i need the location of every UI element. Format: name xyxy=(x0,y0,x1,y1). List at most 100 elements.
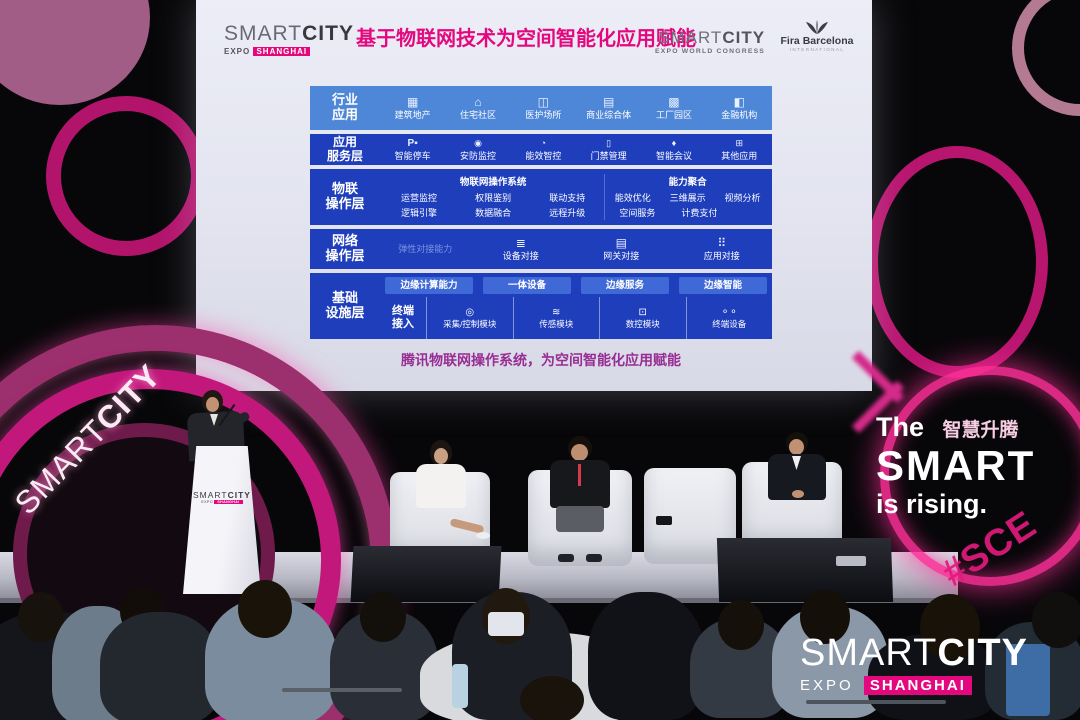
layer-iot-os: 物联 操作层 物联网操作系统 运营监控 权限鉴别 联动支持 逻辑引擎 数据融合 xyxy=(310,169,772,225)
item-label: 建筑地产 xyxy=(394,109,431,120)
footer-logo: SMARTCITY EXPO SHANGHAI xyxy=(800,634,1028,695)
layer-infrastructure: 基础 设施层 边缘计算能力 一体设备 边缘服务 边缘智能 终端 接入 xyxy=(310,273,772,339)
edge-button: 边缘计算能力 xyxy=(385,277,473,294)
group-item: 计费支付 xyxy=(681,208,718,218)
factory-icon: ▩ xyxy=(668,94,680,109)
audience-silhouette xyxy=(420,632,650,720)
banner-rising: is rising. xyxy=(876,489,988,520)
label-line: 操作层 xyxy=(325,248,365,263)
item-label: 网关对接 xyxy=(603,250,640,261)
footer-logo-smart: SMART xyxy=(800,632,938,674)
banner-text: The 智慧升腾 SMART is rising. xyxy=(876,412,1035,520)
item-label: 金融机构 xyxy=(721,109,758,120)
item-label: 门禁管理 xyxy=(590,151,627,161)
diagram-item: ♦ 智能会议 xyxy=(641,137,706,162)
stage-ring-arch: SMARTCITY xyxy=(0,325,397,720)
panelist-man-polo xyxy=(540,436,630,576)
logo-city: CITY xyxy=(302,22,354,45)
item-label: 安防监控 xyxy=(459,151,496,161)
speaker-shirt xyxy=(210,414,218,426)
diagram-item: ≣ 设备对接 xyxy=(470,235,571,262)
layer-app-service: 应用 服务层 P▪ 智能停车 ◉ 安防监控 ◔ 能效智控 ▯ 门禁管理 ♦ 智能会议 ⊞ 其… xyxy=(310,134,772,165)
logo-right-smart: SMART xyxy=(658,28,723,47)
gauge-icon: ◔ xyxy=(540,138,547,148)
diagram-item: ▤ 商业综合体 xyxy=(576,94,641,121)
edge-button: 边缘服务 xyxy=(581,277,669,294)
mall-icon: ▤ xyxy=(602,94,615,109)
diagram-item: ▤ 网关对接 xyxy=(571,236,672,262)
palm-icon xyxy=(779,20,855,35)
door-access-icon: ▯ xyxy=(606,138,612,148)
group-item: 逻辑引擎 xyxy=(401,208,438,218)
diagram-item: ▯ 门禁管理 xyxy=(576,137,641,162)
label-line: 应用 xyxy=(331,107,358,122)
slide-logo-right: SMARTCITY EXPO WORLD CONGRESS xyxy=(655,28,765,55)
edge-button: 边缘智能 xyxy=(679,277,767,294)
panelist-man-suit xyxy=(756,432,846,552)
label-line: 服务层 xyxy=(326,148,363,163)
backdrop-ring-right xyxy=(866,146,1048,378)
iot-os-group-capability: 能力聚合 能效优化 三维展示 视频分析 空间服务 计费支付 xyxy=(604,174,770,220)
terminal-item: ⊡ 数控模块 xyxy=(599,297,686,339)
audience-silhouette xyxy=(690,618,790,718)
item-label: 数控模块 xyxy=(625,318,660,329)
diagram-item: ⌂ 住宅社区 xyxy=(445,95,510,121)
label-line: 设施层 xyxy=(325,305,365,320)
audience-silhouette xyxy=(806,700,946,704)
group-row: 运营监控 权限鉴别 联动支持 xyxy=(382,192,604,205)
fira-sub: INTERNATIONAL xyxy=(789,47,845,52)
group-title: 能力聚合 xyxy=(668,177,707,188)
audience-silhouette xyxy=(452,664,468,708)
panelist-shoe xyxy=(476,532,490,539)
bank-icon: ◧ xyxy=(733,94,745,109)
label-line: 接入 xyxy=(392,318,414,330)
banner-the: The xyxy=(876,412,925,442)
podium-logo: SMARTCITY EXPO SHANGHAI xyxy=(183,490,261,504)
item-label: 能效智控 xyxy=(525,151,562,161)
group-item: 能效优化 xyxy=(614,193,651,203)
stage-monitor-right xyxy=(716,538,894,602)
projection-screen: SMARTCITY EXPO SHANGHAI 基于物联网技术为空间智能化应用赋… xyxy=(196,0,872,391)
group-item: 联动支持 xyxy=(549,193,586,203)
diagram-item: ◧ 金融机构 xyxy=(707,94,772,121)
diagram-item: ◔ 能效智控 xyxy=(511,137,576,162)
diagram-item: ⠿ 应用对接 xyxy=(672,236,773,262)
podium-smart: SMART xyxy=(193,490,228,500)
layer-industry-label: 行业 应用 xyxy=(310,86,380,130)
panelist-woman xyxy=(404,440,494,570)
layer-network: 网络 操作层 弹性对接能力 ≣ 设备对接 ▤ 网关对接 ⠿ 应用对接 xyxy=(310,229,772,269)
slide-caption: 腾讯物联网操作系统，为空间智能化应用赋能 xyxy=(401,352,681,368)
terminal-item: ⚬⚬ 终端设备 xyxy=(685,297,773,339)
audience-silhouette xyxy=(718,600,764,650)
terminal-item: ◎ 采集/控制模块 xyxy=(426,297,513,339)
item-label: 智能会议 xyxy=(655,151,692,161)
group-row: 逻辑引擎 数据融合 远程升级 xyxy=(382,207,604,220)
logo-right-sub: EXPO WORLD CONGRESS xyxy=(655,48,766,55)
group-item: 运营监控 xyxy=(401,193,438,203)
apps-grid-icon: ⊞ xyxy=(735,138,744,148)
group-item: 空间服务 xyxy=(619,208,656,218)
label-line: 应用 xyxy=(332,134,357,149)
item-label: 住宅社区 xyxy=(459,109,496,120)
label-line: 终端 xyxy=(392,305,414,318)
iot-os-group-os: 物联网操作系统 运营监控 权限鉴别 联动支持 逻辑引擎 数据融合 远程升级 xyxy=(382,174,604,220)
backdrop-circle-topleft xyxy=(0,0,150,105)
panelist-pants xyxy=(556,506,604,532)
banner-glow-ring xyxy=(880,366,1080,586)
logo-expo: EXPO xyxy=(224,47,251,56)
terminal-label: 终端 接入 xyxy=(380,297,426,339)
terminal-item: ≋ 传感模块 xyxy=(512,297,600,339)
diagram-item: ▩ 工厂园区 xyxy=(641,94,706,121)
panelist-face xyxy=(789,439,804,455)
panelist-hands xyxy=(792,490,804,498)
device-dock-icon: ≣ xyxy=(515,235,526,250)
backdrop-ring-topright xyxy=(1012,0,1080,116)
layer-iot-os-label: 物联 操作层 xyxy=(310,169,380,225)
panelist-face xyxy=(571,444,588,461)
audience-silhouette xyxy=(588,592,704,720)
item-label: 商业综合体 xyxy=(586,109,632,120)
sensor-module-icon: ≋ xyxy=(552,306,561,318)
audience-silhouette xyxy=(520,676,584,720)
item-label: 工厂园区 xyxy=(655,109,692,120)
audience-silhouette xyxy=(452,592,572,720)
